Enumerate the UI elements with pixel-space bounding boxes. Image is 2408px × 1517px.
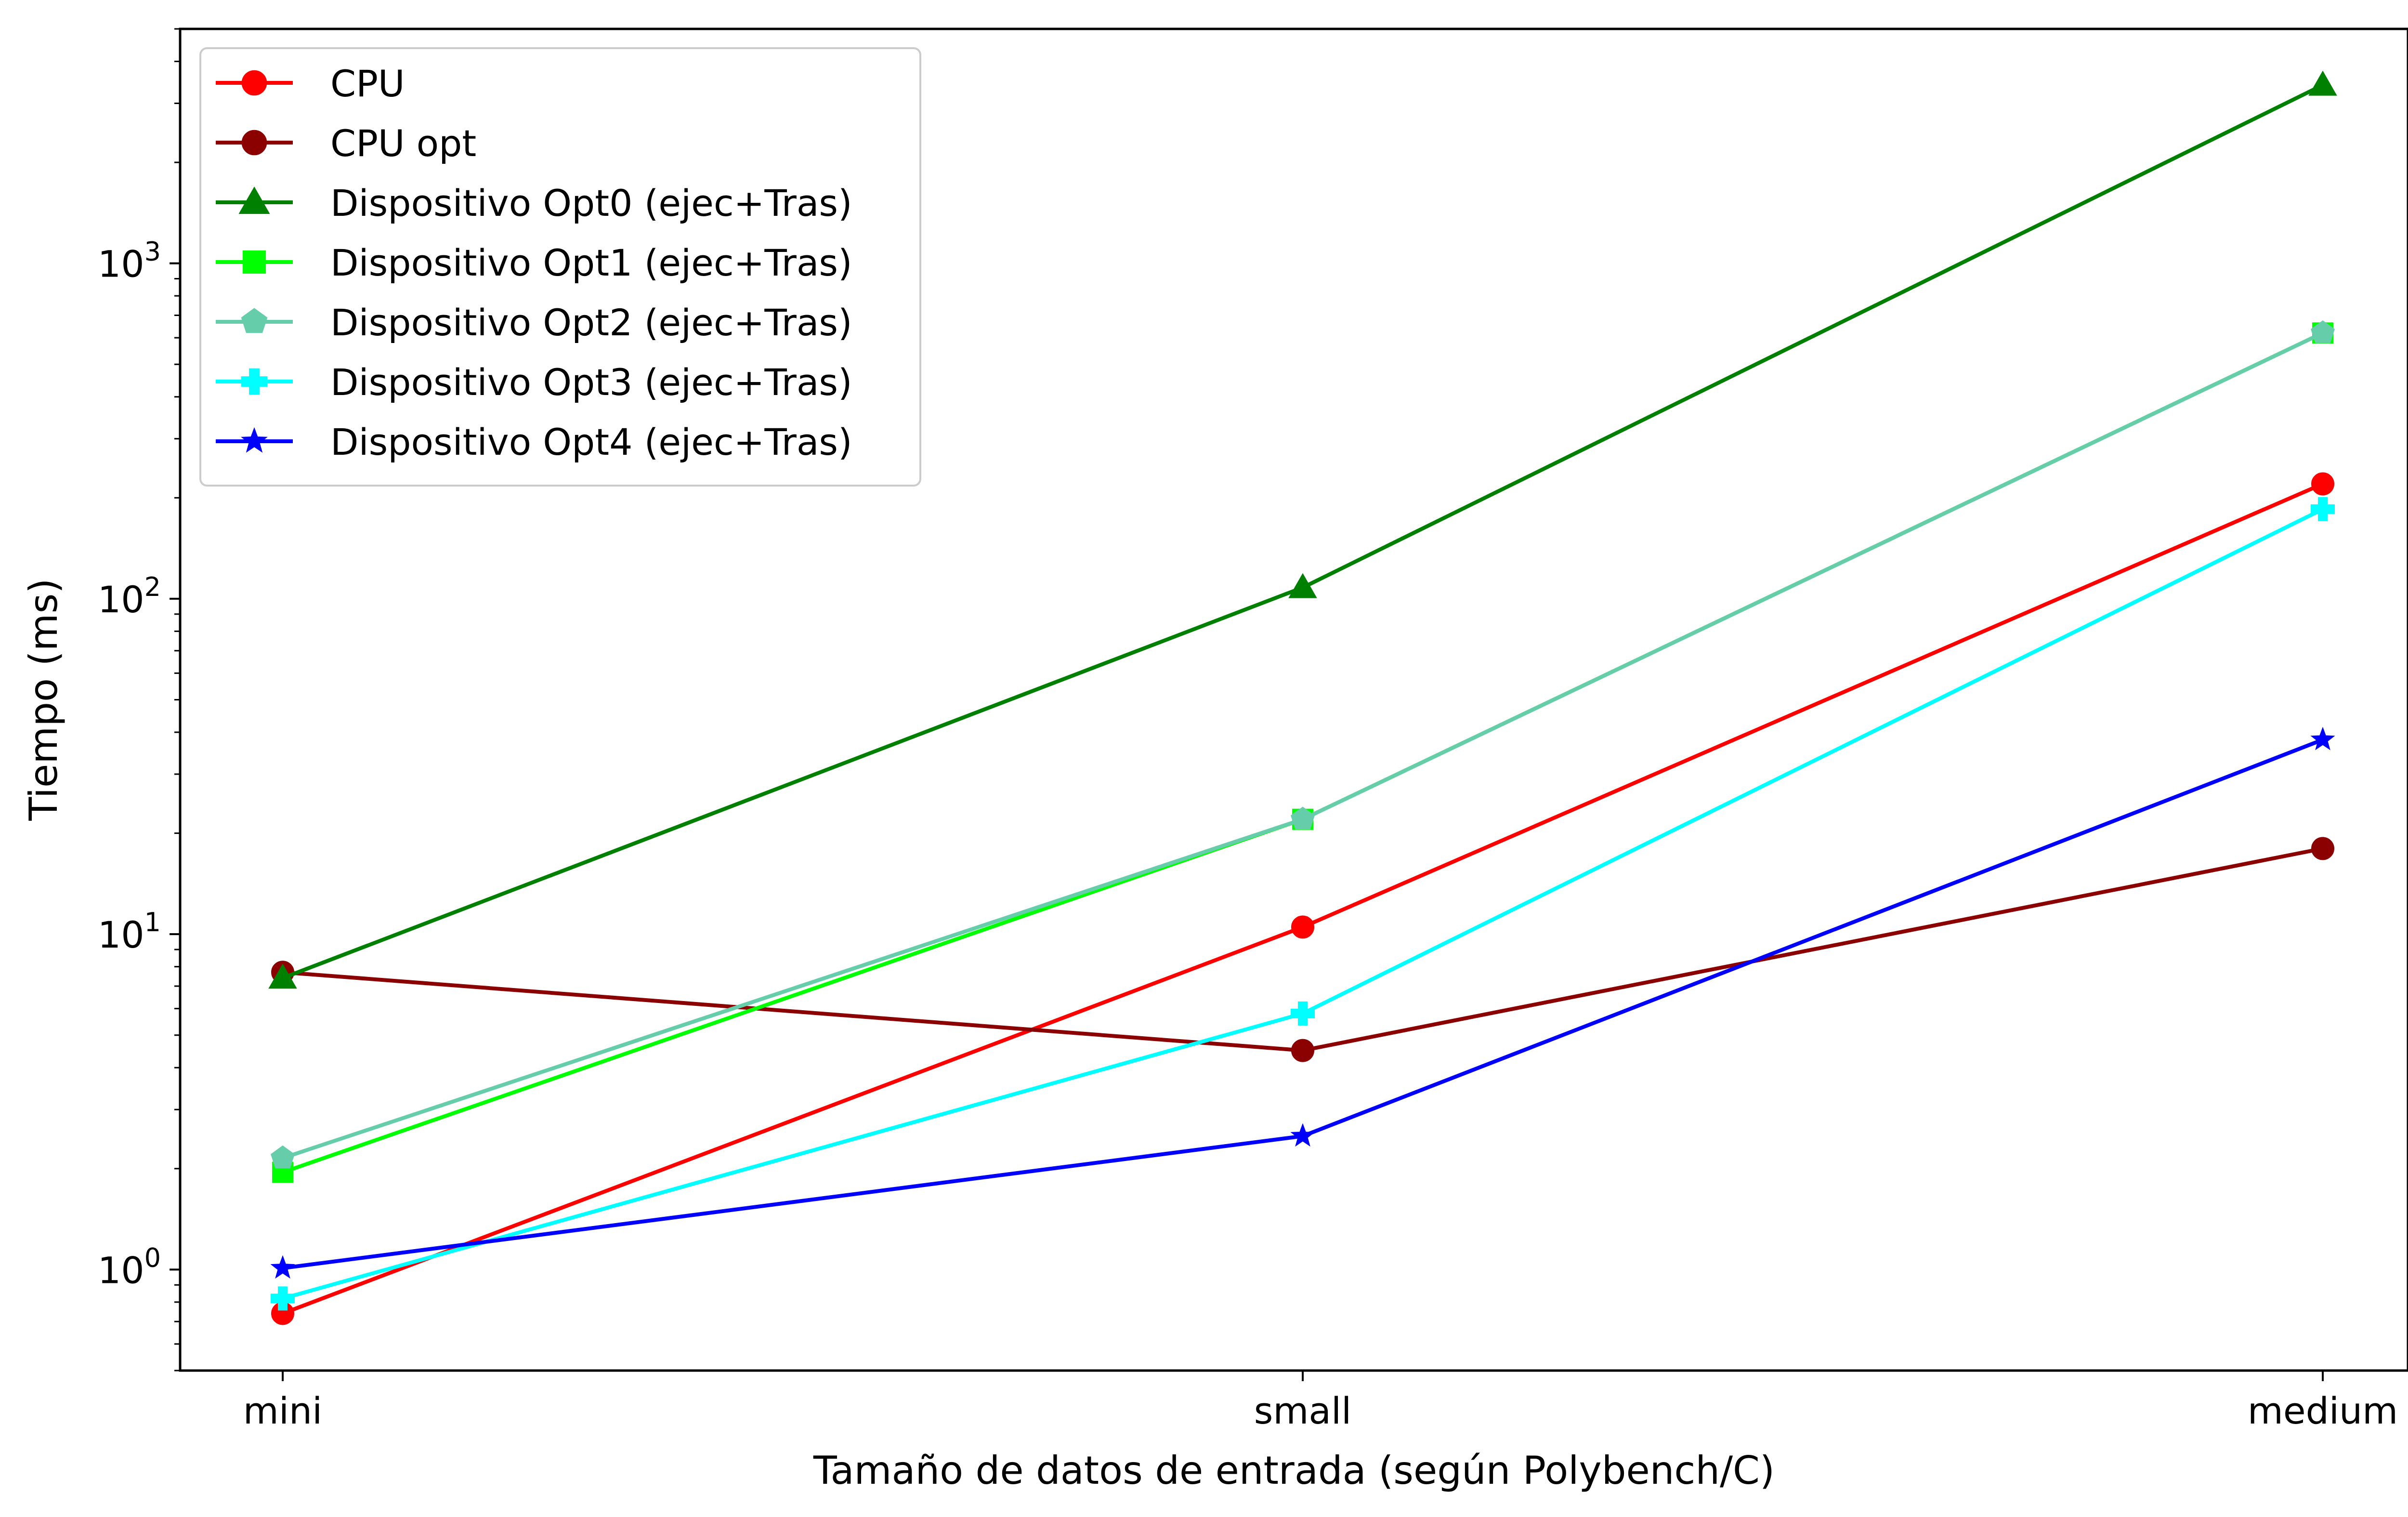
series-line xyxy=(282,507,2324,1301)
legend-item: Dispositivo Opt2 (ejec+Tras) xyxy=(216,301,852,344)
legend-item: Dispositivo Opt4 (ejec+Tras) xyxy=(216,421,852,463)
x-axis-label: Tamaño de datos de entrada (según Polybe… xyxy=(813,1448,1775,1493)
y-tick-label: 102 xyxy=(98,572,161,621)
series-layer xyxy=(268,70,2337,1325)
series-dispositivo-opt2-ejec-tras xyxy=(271,320,2335,1169)
legend-label: Dispositivo Opt2 (ejec+Tras) xyxy=(330,301,852,344)
legend-label: Dispositivo Opt4 (ejec+Tras) xyxy=(330,421,852,463)
legend-marker xyxy=(241,130,267,156)
legend-label: CPU opt xyxy=(330,122,476,165)
legend-label: Dispositivo Opt1 (ejec+Tras) xyxy=(330,241,852,284)
data-point xyxy=(2311,320,2335,343)
data-point xyxy=(2311,837,2334,860)
legend-marker xyxy=(241,70,267,96)
data-point xyxy=(271,1145,295,1169)
series-dispositivo-opt0-ejec-tras xyxy=(268,70,2337,989)
y-tick-label: 103 xyxy=(98,237,161,286)
series-dispositivo-opt4-ejec-tras xyxy=(270,726,2335,1279)
series-cpu xyxy=(271,472,2334,1325)
data-point xyxy=(271,1286,295,1311)
series-line xyxy=(282,482,2324,1316)
y-tick-label: 101 xyxy=(98,907,161,956)
legend-marker xyxy=(241,368,268,395)
data-point xyxy=(1291,915,1314,939)
legend-item: Dispositivo Opt1 (ejec+Tras) xyxy=(216,241,852,284)
legend-item: CPU xyxy=(216,62,405,105)
data-point xyxy=(2311,472,2334,496)
data-point xyxy=(2310,726,2335,751)
legend-box xyxy=(199,47,921,487)
data-point xyxy=(1290,1123,1315,1147)
legend-item: CPU opt xyxy=(216,122,476,165)
legend-label: Dispositivo Opt3 (ejec+Tras) xyxy=(330,361,852,404)
legend-marker xyxy=(241,427,268,453)
x-axis: mini small medium xyxy=(243,1371,2398,1432)
legend-item: Dispositivo Opt3 (ejec+Tras) xyxy=(216,361,852,404)
x-tick-label: small xyxy=(1254,1389,1351,1432)
x-tick-label: medium xyxy=(2248,1389,2398,1432)
y-axis: 100 101 102 103 xyxy=(98,28,180,1372)
series-cpu-opt xyxy=(271,837,2334,1062)
y-axis-label: Tiempo (ms) xyxy=(21,579,66,821)
legend-marker xyxy=(238,186,270,214)
data-point xyxy=(2308,70,2337,96)
x-tick-label: mini xyxy=(243,1389,322,1432)
data-point xyxy=(1291,1001,1315,1026)
data-point xyxy=(1288,573,1317,598)
legend-label: Dispositivo Opt0 (ejec+Tras) xyxy=(330,182,852,224)
legend-item: Dispositivo Opt0 (ejec+Tras) xyxy=(216,182,852,224)
data-point xyxy=(270,1255,295,1279)
data-point xyxy=(268,963,297,989)
legend-marker xyxy=(242,250,266,274)
legend-label: CPU xyxy=(330,62,405,105)
legend-marker xyxy=(241,308,268,333)
data-point xyxy=(2311,497,2335,521)
data-point xyxy=(1291,1039,1314,1062)
y-tick-label: 100 xyxy=(98,1242,161,1292)
series-dispositivo-opt3-ejec-tras xyxy=(271,497,2335,1311)
data-point xyxy=(1291,806,1315,830)
legend: CPU CPU opt Dispositivo Opt0 (ejec+Tras) Di… xyxy=(199,47,921,487)
